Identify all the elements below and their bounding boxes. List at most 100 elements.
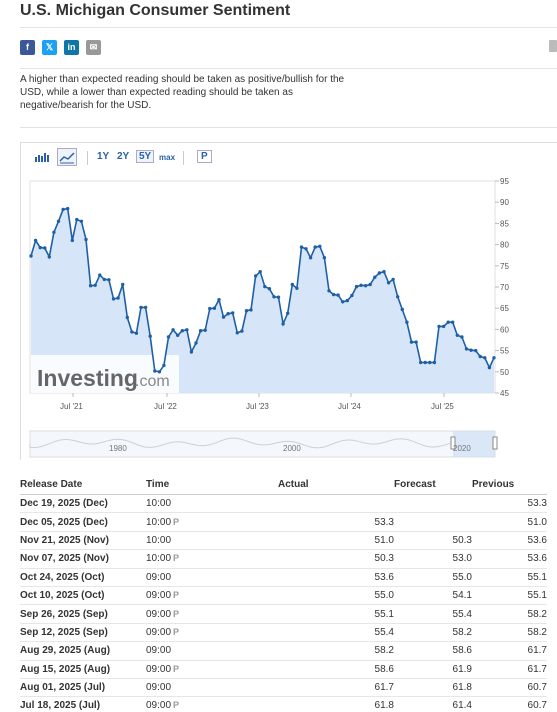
data-point	[368, 282, 372, 287]
previous-cell: 53.6	[472, 549, 547, 569]
previous-cell: 60.7	[472, 678, 547, 698]
forecast-cell: 54.1	[394, 586, 472, 606]
linkedin-share-icon[interactable]: in	[64, 40, 79, 55]
data-point	[363, 284, 368, 288]
navigator-right-handle	[492, 436, 498, 450]
preliminary-toggle-button[interactable]: P	[197, 150, 212, 163]
data-point	[125, 315, 129, 320]
release-date-cell: Oct 24, 2025 (Oct)	[20, 568, 146, 587]
data-point	[469, 348, 473, 352]
time-cell: 09:00	[146, 641, 278, 661]
actual-cell: 55.0	[278, 586, 394, 606]
data-point	[478, 354, 482, 359]
data-point	[286, 311, 290, 315]
range-5y-button[interactable]: 5Y	[136, 150, 155, 163]
data-point	[231, 311, 235, 315]
forecast-cell	[394, 494, 472, 514]
table-row: Sep 12, 2025 (Sep) 09:00 P 55.4 58.2 58.2	[20, 623, 547, 643]
table-row: Dec 19, 2025 (Dec) 10:00 53.3	[20, 494, 547, 514]
data-point	[93, 283, 97, 287]
data-point	[428, 360, 432, 365]
range-max-button[interactable]: max	[159, 153, 176, 162]
header-previous: Previous	[472, 475, 547, 495]
previous-cell: 55.1	[472, 568, 547, 587]
page-title: U.S. Michigan Consumer Sentiment	[20, 2, 291, 19]
y-tick-label: 45	[500, 389, 509, 398]
x-tick-label: Jul '24	[338, 402, 361, 411]
forecast-cell	[394, 512, 472, 532]
range-2y-button[interactable]: 2Y	[117, 151, 130, 162]
y-tick-label: 85	[500, 219, 509, 228]
toolbar-separator	[87, 151, 88, 165]
data-point	[492, 356, 496, 360]
table-row: Jul 18, 2025 (Jul) 09:00 P 61.8 61.4 60.7	[20, 696, 547, 712]
data-point	[240, 329, 244, 333]
data-point	[226, 312, 230, 316]
table-row: Sep 26, 2025 (Sep) 09:00 P 55.1 55.4 58.2	[20, 604, 547, 624]
preliminary-icon: P	[173, 663, 180, 674]
print-icon[interactable]	[549, 40, 557, 52]
data-point	[221, 315, 226, 319]
preliminary-icon: P	[173, 553, 180, 564]
time-value: 09:00	[146, 626, 172, 638]
data-point	[423, 360, 427, 365]
area-chart-icon[interactable]	[57, 148, 77, 166]
previous-cell: 60.7	[472, 696, 547, 712]
watermark-logo: Investing	[37, 365, 138, 391]
time-value: 10:00	[146, 498, 172, 510]
data-point	[258, 270, 262, 274]
data-point	[308, 256, 313, 260]
data-point	[455, 333, 459, 337]
y-tick-label: 50	[500, 368, 509, 377]
data-point	[198, 329, 203, 333]
table-row: Dec 05, 2025 (Dec) 10:00 P 53.3 51.0	[20, 512, 547, 532]
release-date-cell: Nov 21, 2025 (Nov)	[20, 531, 146, 551]
facebook-share-icon[interactable]: f	[20, 40, 35, 55]
actual-cell: 53.3	[278, 512, 394, 532]
preliminary-icon: P	[173, 608, 180, 619]
data-point	[446, 320, 450, 324]
data-point	[61, 207, 65, 212]
data-point	[487, 365, 492, 370]
time-value: 09:00	[146, 700, 172, 712]
time-cell: 09:00 P	[146, 696, 278, 712]
data-point	[405, 320, 409, 324]
range-1y-button[interactable]: 1Y	[97, 151, 110, 162]
data-point	[148, 334, 152, 338]
data-point	[354, 284, 359, 289]
forecast-cell: 53.0	[394, 549, 472, 569]
actual-cell: 61.7	[278, 678, 394, 698]
data-point	[47, 255, 51, 259]
data-point	[483, 356, 487, 360]
data-point	[79, 219, 84, 223]
twitter-share-icon[interactable]: 𝕏	[42, 40, 57, 55]
data-point	[350, 293, 354, 298]
time-value: 10:00	[146, 553, 172, 565]
data-point	[56, 219, 61, 223]
bar-chart-icon[interactable]	[35, 153, 49, 162]
data-point	[400, 307, 404, 312]
release-date-cell: Nov 07, 2025 (Nov)	[20, 549, 146, 569]
data-point	[377, 271, 382, 275]
header-actual: Actual	[278, 475, 394, 495]
data-point	[318, 244, 322, 248]
time-cell: 10:00	[146, 531, 278, 551]
data-point	[75, 217, 79, 222]
data-point	[396, 295, 400, 299]
data-point	[107, 278, 111, 282]
toolbar-separator	[183, 151, 184, 165]
table-row: Nov 21, 2025 (Nov) 10:00 51.0 50.3 53.6	[20, 531, 547, 551]
forecast-cell: 50.3	[394, 531, 472, 551]
data-point	[52, 230, 56, 234]
email-share-icon[interactable]: ✉	[86, 40, 101, 55]
navigator-year-label: 2020	[453, 444, 471, 453]
data-point	[130, 330, 134, 334]
data-point	[235, 331, 239, 335]
previous-cell: 58.2	[472, 623, 547, 643]
table-row: Aug 29, 2025 (Aug) 09:00 58.2 58.6 61.7	[20, 641, 547, 661]
data-point	[176, 333, 180, 337]
previous-cell: 61.7	[472, 641, 547, 661]
data-point	[121, 282, 125, 287]
preliminary-icon: P	[173, 700, 180, 711]
table-row: Oct 10, 2025 (Oct) 09:00 P 55.0 54.1 55.1	[20, 586, 547, 606]
